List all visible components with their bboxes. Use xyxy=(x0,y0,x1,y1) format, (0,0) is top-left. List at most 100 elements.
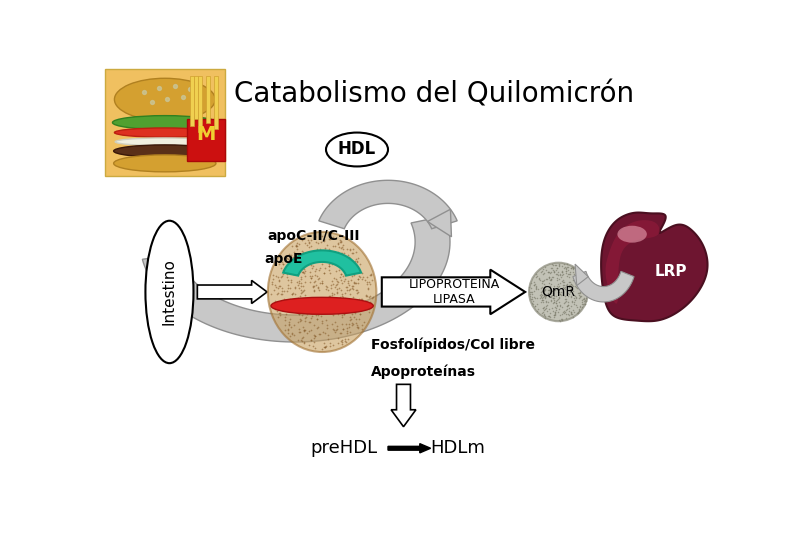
Point xyxy=(286,300,299,309)
Point xyxy=(346,282,359,291)
Point xyxy=(344,256,357,265)
Point xyxy=(284,331,296,340)
Point xyxy=(568,275,581,284)
Point xyxy=(552,261,565,269)
Point xyxy=(307,338,320,346)
Point xyxy=(565,280,578,288)
Point xyxy=(545,272,558,281)
Point xyxy=(337,272,350,280)
Point xyxy=(535,288,548,296)
Point xyxy=(527,281,540,289)
Point xyxy=(314,238,327,246)
Point xyxy=(574,292,587,300)
Point xyxy=(304,267,317,276)
Point xyxy=(547,261,560,270)
Point xyxy=(302,295,315,303)
Point xyxy=(346,309,359,318)
Point xyxy=(275,298,288,306)
Point xyxy=(573,280,586,288)
Point xyxy=(539,293,552,301)
Point xyxy=(537,269,550,278)
Point xyxy=(571,284,584,293)
Point xyxy=(311,323,324,332)
Point xyxy=(347,261,360,270)
Point xyxy=(287,288,300,297)
Point xyxy=(309,265,322,273)
Point xyxy=(282,284,295,292)
Point xyxy=(573,275,586,284)
Point xyxy=(360,291,373,300)
Point xyxy=(325,299,338,307)
Point xyxy=(546,299,559,307)
Point xyxy=(301,304,313,313)
Point xyxy=(364,280,377,288)
Point xyxy=(352,288,365,296)
Point xyxy=(541,288,554,297)
Point xyxy=(564,288,577,296)
Point xyxy=(548,312,561,321)
Point xyxy=(537,310,550,319)
Point xyxy=(316,259,329,268)
Point xyxy=(317,249,330,258)
Point xyxy=(577,288,590,297)
Point xyxy=(302,341,315,350)
Point xyxy=(312,310,325,319)
Point xyxy=(564,268,577,276)
Polygon shape xyxy=(143,216,450,342)
Point xyxy=(544,288,556,296)
Point xyxy=(538,303,551,312)
Point xyxy=(556,303,569,312)
Point xyxy=(565,308,578,316)
Point xyxy=(563,281,576,289)
Point xyxy=(573,291,586,299)
Point xyxy=(335,336,348,345)
Point xyxy=(334,293,347,301)
Point xyxy=(335,291,348,300)
Point xyxy=(330,250,343,259)
Point xyxy=(549,299,562,308)
Point xyxy=(267,303,280,312)
Point xyxy=(296,267,309,276)
Point xyxy=(538,286,551,294)
Point xyxy=(334,328,347,337)
Point xyxy=(571,308,584,317)
Point xyxy=(364,270,377,279)
Point xyxy=(543,268,556,276)
Point xyxy=(330,298,343,307)
Ellipse shape xyxy=(271,298,373,314)
Point xyxy=(315,252,328,260)
Text: LIPOPROTEINA
LIPASA: LIPOPROTEINA LIPASA xyxy=(408,278,500,306)
Point xyxy=(351,258,364,266)
Point xyxy=(326,232,339,241)
Point xyxy=(306,281,319,290)
Point xyxy=(326,289,339,298)
Point xyxy=(540,302,553,310)
Point xyxy=(160,95,173,104)
Point xyxy=(286,290,299,299)
Point xyxy=(549,270,562,279)
Point xyxy=(292,284,305,293)
Point xyxy=(279,309,292,318)
Point xyxy=(339,337,352,346)
Point xyxy=(523,287,536,296)
Point xyxy=(576,298,589,306)
Point xyxy=(330,275,343,284)
Point xyxy=(310,301,323,309)
Point xyxy=(330,326,343,334)
Point xyxy=(360,292,373,301)
Point xyxy=(332,284,345,292)
Point xyxy=(335,275,347,284)
Point xyxy=(347,293,360,301)
Point xyxy=(333,261,346,269)
Point xyxy=(539,286,552,294)
Point xyxy=(561,289,574,298)
Point xyxy=(347,279,360,288)
Point xyxy=(563,307,576,316)
Point xyxy=(312,275,325,284)
Point xyxy=(360,291,373,299)
Point xyxy=(303,296,316,305)
FancyArrow shape xyxy=(391,384,416,427)
Point xyxy=(548,310,561,319)
Point xyxy=(325,284,338,292)
Point xyxy=(366,276,379,285)
